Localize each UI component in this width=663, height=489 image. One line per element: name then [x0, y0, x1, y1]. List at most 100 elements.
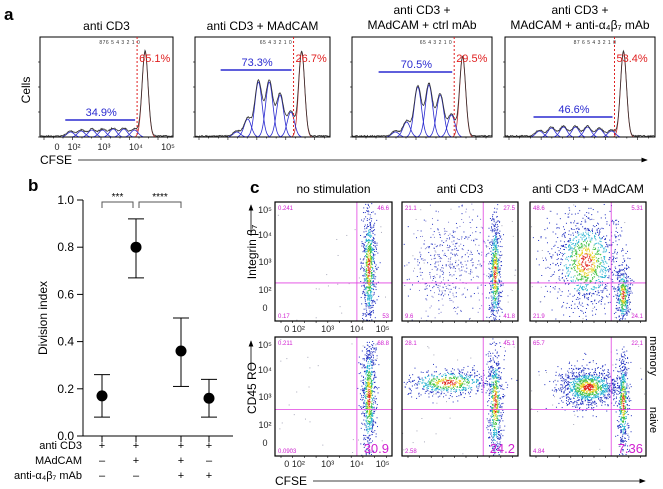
- event-dot: [622, 302, 624, 304]
- event-dot: [622, 284, 624, 286]
- event-dot: [458, 259, 460, 261]
- event-dot: [465, 211, 467, 213]
- event-dot: [361, 219, 363, 221]
- event-dot: [577, 296, 579, 298]
- event-dot: [617, 275, 619, 277]
- event-dot: [585, 263, 587, 265]
- event-dot: [374, 386, 376, 388]
- event-dot: [366, 436, 368, 438]
- event-dot: [493, 409, 495, 411]
- event-dot: [584, 277, 586, 279]
- event-dot: [367, 404, 369, 406]
- event-dot: [602, 289, 604, 291]
- event-dot: [365, 450, 367, 452]
- event-dot: [412, 255, 414, 257]
- event-dot: [500, 346, 502, 348]
- event-dot: [372, 425, 374, 427]
- event-dot: [374, 370, 376, 372]
- event-dot: [587, 217, 589, 219]
- event-dot: [367, 406, 369, 408]
- event-dot: [587, 265, 589, 267]
- plot-frame: [274, 336, 393, 457]
- event-dot: [489, 241, 491, 243]
- event-dot: [531, 286, 533, 288]
- event-dot: [490, 288, 492, 290]
- event-dot: [445, 265, 447, 267]
- event-dot: [592, 267, 594, 269]
- y-tick-label: 0.0: [57, 429, 74, 443]
- event-dot: [304, 418, 306, 420]
- event-dot: [371, 382, 373, 384]
- event-dot: [626, 275, 628, 277]
- event-dot: [446, 238, 448, 240]
- event-dot: [367, 354, 369, 356]
- event-dot: [465, 387, 467, 389]
- event-dot: [372, 304, 374, 306]
- y-tick-label: 10⁴: [258, 365, 272, 375]
- event-dot: [430, 382, 432, 384]
- event-dot: [376, 355, 378, 357]
- event-dot: [565, 275, 567, 277]
- event-dot: [489, 261, 491, 263]
- event-dot: [615, 268, 617, 270]
- event-dot: [470, 259, 472, 261]
- event-dot: [366, 415, 368, 417]
- event-dot: [373, 293, 375, 295]
- event-dot: [496, 272, 498, 274]
- event-dot: [495, 287, 497, 289]
- event-dot: [497, 271, 499, 273]
- event-dot: [572, 242, 574, 244]
- event-dot: [361, 399, 363, 401]
- histogram-x-tick-label: 10²: [67, 142, 80, 152]
- event-dot: [560, 294, 562, 296]
- event-dot: [470, 250, 472, 252]
- event-dot: [491, 259, 493, 261]
- event-dot: [424, 382, 426, 384]
- event-dot: [622, 288, 624, 290]
- event-dot: [496, 230, 498, 232]
- event-dot: [588, 235, 590, 237]
- event-dot: [457, 368, 459, 370]
- event-dot: [367, 297, 369, 299]
- event-dot: [363, 358, 365, 360]
- event-dot: [368, 375, 370, 377]
- event-dot: [560, 263, 562, 265]
- event-dot: [367, 233, 369, 235]
- event-dot: [368, 313, 370, 315]
- event-dot: [614, 250, 616, 252]
- event-dot: [583, 258, 585, 260]
- event-dot: [372, 390, 374, 392]
- event-dot: [442, 267, 444, 269]
- event-dot: [497, 306, 499, 308]
- event-dot: [369, 294, 371, 296]
- event-dot: [592, 307, 594, 309]
- event-dot: [566, 272, 568, 274]
- event-dot: [371, 406, 373, 408]
- event-dot: [486, 418, 488, 420]
- event-dot: [594, 265, 596, 267]
- event-dot: [598, 292, 600, 294]
- event-dot: [603, 251, 605, 253]
- event-dot: [424, 240, 426, 242]
- event-dot: [592, 225, 594, 227]
- event-dot: [473, 381, 475, 383]
- event-dot: [449, 376, 451, 378]
- event-dot: [369, 411, 371, 413]
- condition-label: anti CD3: [39, 440, 82, 452]
- event-dot: [494, 244, 496, 246]
- event-dot: [573, 239, 575, 241]
- event-dot: [437, 385, 439, 387]
- event-dot: [366, 245, 368, 247]
- event-dot: [589, 219, 591, 221]
- event-dot: [367, 395, 369, 397]
- event-dot: [375, 289, 377, 291]
- event-dot: [592, 303, 594, 305]
- event-dot: [373, 451, 375, 453]
- event-dot: [368, 304, 370, 306]
- event-dot: [506, 387, 508, 389]
- event-dot: [584, 245, 586, 247]
- event-dot: [369, 409, 371, 411]
- event-dot: [362, 411, 364, 413]
- event-dot: [463, 367, 465, 369]
- event-dot: [604, 239, 606, 241]
